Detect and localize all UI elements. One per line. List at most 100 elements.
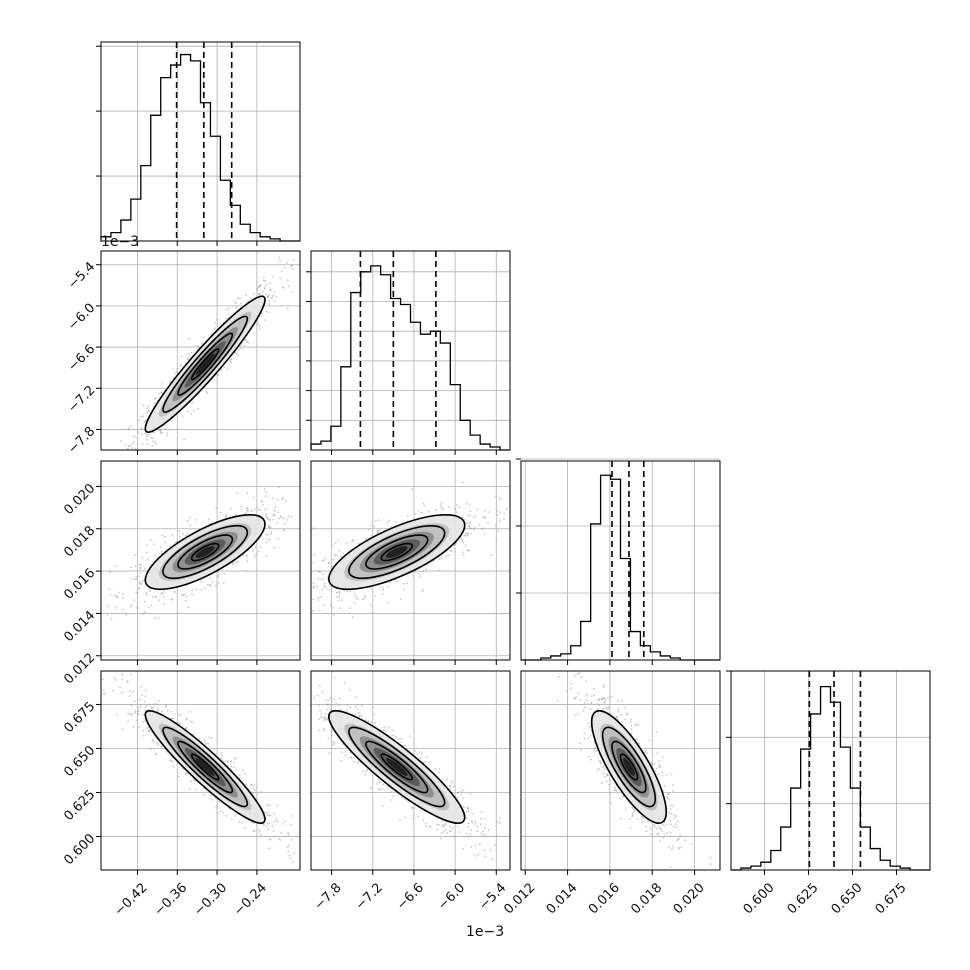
scatter-point (313, 697, 316, 699)
scatter-point (369, 787, 372, 790)
scatter-point (189, 720, 192, 723)
scatter-point (206, 392, 209, 395)
scatter-point (138, 587, 140, 590)
scatter-point (352, 760, 355, 763)
scatter-point (474, 844, 477, 847)
scatter-point (142, 415, 145, 417)
scatter-point (368, 528, 370, 531)
scatter-point (188, 338, 191, 340)
scatter-point (360, 704, 363, 707)
scatter-point (499, 817, 502, 819)
scatter-point (621, 700, 624, 702)
scatter-point (285, 500, 287, 503)
scatter-point (107, 605, 110, 608)
density-layers (328, 513, 466, 591)
scatter-point (577, 692, 580, 695)
scatter-point (133, 599, 136, 602)
scatter-point (474, 822, 477, 825)
scatter-point (602, 772, 605, 774)
scatter-point (276, 522, 279, 524)
scatter-point (468, 527, 471, 529)
scatter-point (239, 297, 241, 299)
scatter-point (327, 699, 330, 701)
scatter-point (344, 681, 346, 684)
scatter-point (155, 741, 158, 744)
scatter-point (353, 602, 356, 604)
scatter-point (669, 866, 672, 869)
scatter-point (245, 783, 248, 785)
scatter-point (269, 804, 271, 807)
scatter-point (163, 591, 166, 593)
scatter-point (271, 497, 274, 500)
scatter-point (266, 814, 269, 817)
scatter-point (168, 759, 171, 762)
scatter-point (207, 742, 210, 745)
scatter-point (220, 755, 223, 757)
scatter-point (319, 609, 321, 612)
scatter-point (185, 595, 188, 598)
ytick-label-4: 0.020 (61, 481, 98, 518)
scatter-point (351, 616, 354, 618)
scatter-point (263, 287, 266, 290)
scatter-point (335, 702, 338, 705)
scatter-point (171, 717, 174, 720)
scatter-point (220, 757, 223, 760)
scatter-point (366, 768, 369, 771)
scatter-point (130, 425, 133, 427)
scatter-point (113, 677, 116, 679)
scatter-point (256, 289, 258, 292)
scatter-point (653, 825, 656, 828)
scatter-point (273, 513, 276, 515)
scatter-point (449, 787, 452, 790)
scatter-point (134, 710, 137, 712)
scatter-point (209, 584, 211, 586)
scatter-point (286, 279, 289, 282)
scatter-point (106, 614, 109, 617)
scatter-point (389, 581, 391, 584)
scatter-point (269, 838, 272, 841)
scatter-point (605, 698, 607, 701)
scatter-point (185, 772, 187, 775)
scatter-point (252, 829, 255, 832)
scatter-point (418, 751, 421, 753)
scatter-point (334, 542, 337, 544)
scatter-point (127, 720, 129, 723)
scatter-point (145, 728, 148, 730)
scatter-point (138, 726, 141, 728)
scatter-point (190, 412, 192, 415)
scatter-point (243, 339, 246, 341)
scatter-point (337, 600, 340, 602)
scatter-point (230, 361, 233, 364)
scatter-point (286, 519, 289, 521)
scatter-point (273, 835, 276, 838)
scatter-point (245, 554, 248, 557)
scatter-point (135, 719, 138, 722)
scatter-point (258, 831, 261, 833)
scatter-point (200, 588, 203, 591)
scatter-point (324, 557, 326, 560)
scatter-point (277, 486, 280, 489)
scatter-point (198, 737, 201, 740)
scatter-point (144, 695, 147, 698)
scatter-point (217, 811, 220, 814)
scatter-point (597, 767, 600, 770)
scatter-point (190, 351, 193, 354)
scatter-point (395, 735, 397, 738)
scatter-point (414, 750, 416, 752)
scatter-point (382, 783, 385, 786)
scatter-point (402, 588, 405, 591)
scatter-point (669, 831, 672, 834)
scatter-point (478, 524, 481, 526)
scatter-point (323, 717, 325, 720)
scatter-point (110, 618, 113, 620)
scatter-point (259, 292, 262, 295)
scatter-point (330, 730, 333, 733)
xtick-label-0: −0.42 (112, 880, 151, 919)
scatter-point (324, 713, 327, 715)
scatter-point (370, 721, 373, 723)
scatter-point (358, 711, 360, 714)
scatter-point (187, 606, 190, 609)
scatter-point (114, 606, 117, 609)
scatter-point (264, 811, 266, 813)
scatter-point (480, 811, 483, 814)
